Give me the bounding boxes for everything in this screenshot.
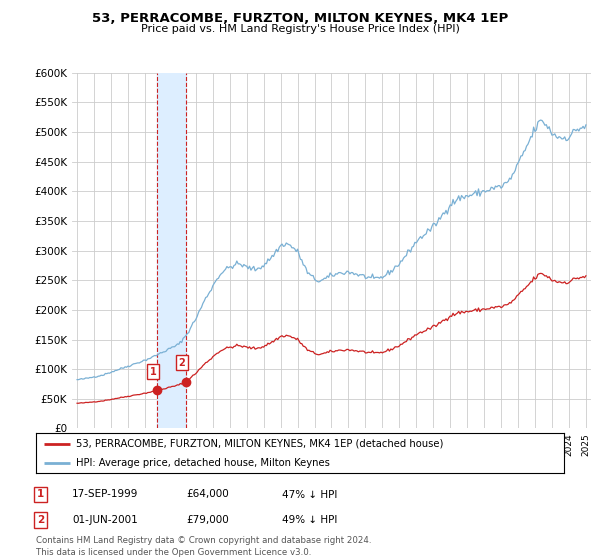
Text: £79,000: £79,000 xyxy=(186,515,229,525)
Text: 2: 2 xyxy=(37,515,44,525)
Text: 47% ↓ HPI: 47% ↓ HPI xyxy=(282,489,337,500)
Text: 53, PERRACOMBE, FURZTON, MILTON KEYNES, MK4 1EP: 53, PERRACOMBE, FURZTON, MILTON KEYNES, … xyxy=(92,12,508,25)
Text: 49% ↓ HPI: 49% ↓ HPI xyxy=(282,515,337,525)
Text: Price paid vs. HM Land Registry's House Price Index (HPI): Price paid vs. HM Land Registry's House … xyxy=(140,24,460,34)
Text: 17-SEP-1999: 17-SEP-1999 xyxy=(72,489,139,500)
Text: 1: 1 xyxy=(37,489,44,500)
Text: 01-JUN-2001: 01-JUN-2001 xyxy=(72,515,138,525)
Text: 1: 1 xyxy=(149,366,156,376)
Bar xyxy=(157,73,186,428)
Text: HPI: Average price, detached house, Milton Keynes: HPI: Average price, detached house, Milt… xyxy=(76,458,329,468)
Text: 2: 2 xyxy=(178,358,185,367)
Text: 53, PERRACOMBE, FURZTON, MILTON KEYNES, MK4 1EP (detached house): 53, PERRACOMBE, FURZTON, MILTON KEYNES, … xyxy=(76,439,443,449)
Text: Contains HM Land Registry data © Crown copyright and database right 2024.
This d: Contains HM Land Registry data © Crown c… xyxy=(36,536,371,557)
Text: £64,000: £64,000 xyxy=(186,489,229,500)
